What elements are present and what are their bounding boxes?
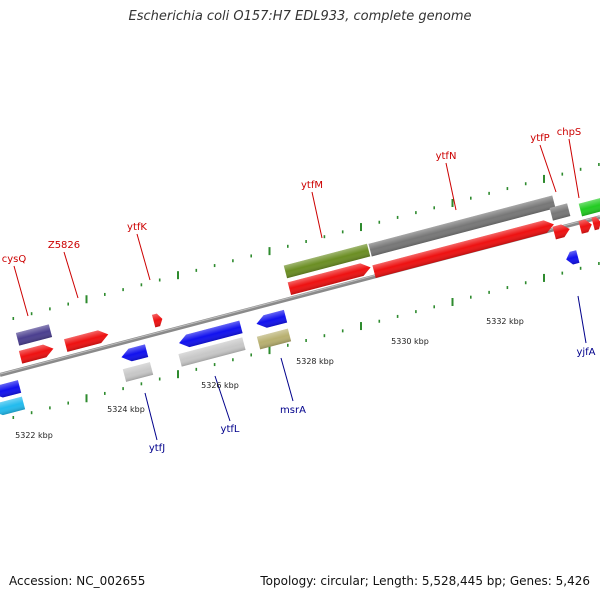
genome-summary-text: Topology: circular; Length: 5,528,445 bp… (260, 574, 590, 588)
scale-label: 5324 kbp (107, 405, 145, 414)
green-block (578, 197, 600, 217)
map-title: Escherichia coli O157:H7 EDL933, complet… (128, 9, 472, 24)
gene-label-ytfp: ytfP (530, 133, 549, 144)
ytfJ-arrow (121, 344, 149, 362)
label-line-ytfp (539, 144, 557, 193)
ytfN-arrow (372, 220, 554, 278)
ytfJ-block-shading (122, 362, 154, 382)
gene-label-msra: msrA (280, 405, 306, 416)
ytfN-block-shading (368, 195, 556, 257)
yjfA-arrow-shading (566, 250, 580, 265)
yjfA-arrow (566, 250, 580, 265)
scale-label: 5322 kbp (15, 431, 53, 440)
chpS-arrow-2-shading (591, 216, 600, 231)
cysQ-arrow-shading (18, 344, 54, 364)
gene-label-z5826: Z5826 (48, 240, 80, 251)
accession-text: Accession: NC_002655 (9, 574, 146, 588)
ytfN-block (368, 195, 556, 257)
ytfP-arrow-shading (552, 224, 570, 240)
gene-label-ytfk: ytfK (127, 222, 147, 233)
left-blue-arrow-shading (0, 380, 22, 398)
gene-label-cysq: cysQ (2, 254, 27, 265)
ytfM-arrow-shading (287, 263, 371, 295)
cysQ-block-shading (15, 324, 53, 346)
label-line-cysq (13, 265, 29, 317)
ytfM-arrow (287, 263, 371, 295)
gene-label-ytfn: ytfN (436, 151, 457, 162)
gene-label-ytfl: ytfL (221, 424, 240, 435)
msrA-arrow-shading (256, 309, 288, 328)
chpS-arrow-2 (591, 216, 600, 231)
ytfM-block-shading (283, 243, 371, 279)
chpS-arrow (578, 219, 592, 234)
ytfJ-block (122, 362, 154, 382)
gene-labels: cysQ Z5826 ytfK ytfM ytfN ytfP chpS ytfJ ytfL msr… (2, 127, 596, 454)
ytfP-gray (549, 203, 571, 221)
ytfP-arrow (552, 224, 570, 240)
label-line-chps (568, 138, 580, 199)
left-blue-arrow (0, 380, 22, 398)
scale-labels: 5322 kbp 5324 kbp 5326 kbp 5328 kbp 5330 kbp… (15, 317, 524, 440)
ytfN-arrow-shading (372, 220, 554, 278)
ytfK-arrow (151, 313, 163, 328)
scale-label: 5332 kbp (486, 317, 524, 326)
label-line-ytfk (136, 233, 151, 281)
scale-label: 5328 kbp (296, 357, 334, 366)
msrA-block-shading (256, 328, 292, 350)
z5826-arrow (64, 330, 109, 352)
scale-label: 5330 kbp (391, 337, 429, 346)
label-line-ytfn (445, 162, 457, 211)
scale-label: 5326 kbp (201, 381, 239, 390)
gene-features (0, 195, 600, 416)
z5826-arrow-shading (64, 330, 109, 352)
ytfJ-arrow-shading (121, 344, 149, 362)
label-line-ytfj (144, 392, 158, 441)
gene-label-yjfa: yjfA (576, 347, 595, 358)
msrA-block (256, 328, 292, 350)
ytfL-arrow-shading (179, 320, 243, 348)
gene-label-chps: chpS (557, 127, 582, 138)
cysQ-arrow (18, 344, 54, 364)
gene-label-ytfj: ytfJ (149, 443, 165, 454)
green-block-shading (578, 197, 600, 217)
left-cyan-arrow (0, 396, 26, 416)
ytfL-block (178, 337, 246, 367)
gene-label-lines (13, 138, 587, 441)
chpS-arrow-shading (578, 219, 592, 234)
msrA-arrow (256, 309, 288, 328)
reverse-tick-marks (12, 261, 600, 420)
label-line-ytfl (214, 375, 231, 422)
left-cyan-arrow-shading (0, 396, 26, 416)
ytfK-arrow-shading (151, 313, 163, 328)
gene-label-ytfm: ytfM (301, 180, 323, 191)
cysQ-block (15, 324, 53, 346)
forward-tick-marks (12, 162, 600, 321)
label-line-yjfa (577, 295, 587, 344)
ytfP-gray-shading (549, 203, 571, 221)
label-line-z5826 (63, 251, 79, 299)
ytfM-block (283, 243, 371, 279)
ytfL-block-shading (178, 337, 246, 367)
label-line-ytfm (311, 191, 323, 239)
ytfL-arrow (179, 320, 243, 348)
label-line-msra (280, 357, 294, 402)
